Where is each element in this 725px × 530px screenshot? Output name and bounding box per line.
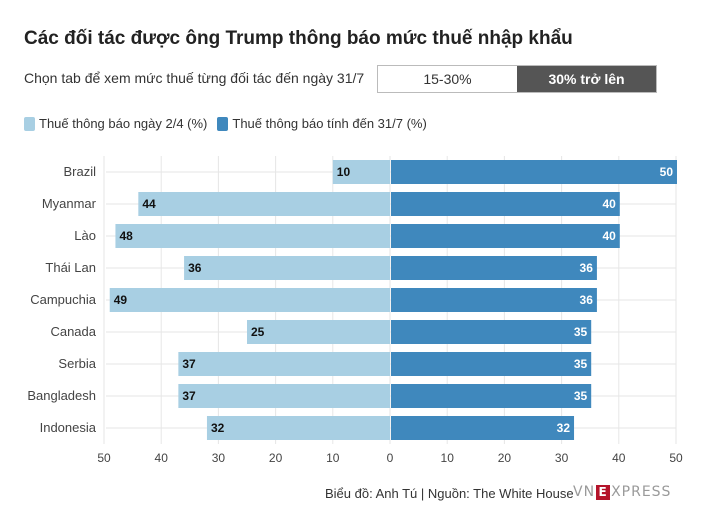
x-tick-label: 40 [155, 451, 169, 465]
x-tick-label: 40 [612, 451, 626, 465]
bar-april [184, 256, 390, 280]
bar-july [391, 352, 592, 376]
x-tick-label: 20 [498, 451, 512, 465]
value-label-july: 35 [574, 389, 588, 403]
bar-april [247, 320, 390, 344]
x-tick-label: 0 [387, 451, 394, 465]
vnexpress-logo: VN E XPRESS [573, 484, 671, 500]
category-label: Indonesia [40, 420, 97, 435]
bar-july [391, 224, 620, 248]
legend-label-april: Thuế thông báo ngày 2/4 (%) [39, 116, 208, 131]
x-tick-label: 30 [555, 451, 569, 465]
category-label: Bangladesh [27, 388, 96, 403]
category-label: Serbia [58, 356, 96, 371]
bar-april [178, 352, 390, 376]
value-label-july: 36 [580, 261, 594, 275]
tab-15-30[interactable]: 15-30% [378, 66, 517, 92]
bar-july [391, 256, 597, 280]
x-tick-label: 50 [669, 451, 683, 465]
category-label: Lào [74, 228, 96, 243]
x-tick-label: 10 [326, 451, 340, 465]
tab-group: 15-30% 30% trở lên [377, 65, 657, 93]
value-label-april: 44 [142, 197, 156, 211]
value-label-july: 36 [580, 293, 594, 307]
value-label-april: 10 [337, 165, 351, 179]
value-label-april: 49 [114, 293, 128, 307]
category-label: Myanmar [42, 196, 97, 211]
page-title: Các đối tác được ông Trump thông báo mức… [24, 28, 573, 49]
x-tick-label: 30 [212, 451, 226, 465]
value-label-april: 37 [182, 357, 196, 371]
tab-30-plus[interactable]: 30% trở lên [517, 66, 656, 92]
tab-prompt: Chọn tab để xem mức thuế từng đối tác đế… [24, 70, 365, 86]
category-label: Brazil [63, 164, 96, 179]
bar-april [115, 224, 390, 248]
legend: Thuế thông báo ngày 2/4 (%) Thuế thông b… [24, 116, 437, 131]
value-label-july: 50 [660, 165, 674, 179]
value-label-july: 32 [557, 421, 571, 435]
value-label-july: 35 [574, 357, 588, 371]
bar-july [391, 320, 592, 344]
legend-swatch-july [217, 116, 229, 131]
value-label-april: 37 [182, 389, 196, 403]
value-label-july: 40 [602, 197, 616, 211]
x-tick-label: 20 [269, 451, 283, 465]
bar-july [391, 192, 620, 216]
bar-july [391, 384, 592, 408]
category-label: Campuchia [30, 292, 97, 307]
bar-july [391, 416, 575, 440]
bar-july [391, 288, 597, 312]
category-label: Canada [50, 324, 96, 339]
logo-suffix: XPRESS [611, 484, 672, 500]
value-label-july: 40 [602, 229, 616, 243]
x-tick-label: 10 [441, 451, 455, 465]
bar-april [178, 384, 390, 408]
bar-april [138, 192, 390, 216]
value-label-april: 36 [188, 261, 202, 275]
x-tick-label: 50 [97, 451, 111, 465]
legend-item-april: Thuế thông báo ngày 2/4 (%) [24, 116, 207, 131]
category-label: Thái Lan [45, 260, 96, 275]
logo-mark: E [596, 484, 611, 500]
value-label-april: 25 [251, 325, 265, 339]
value-label-april: 48 [119, 229, 133, 243]
bar-april [332, 160, 390, 184]
bar-july [391, 160, 677, 184]
value-label-july: 35 [574, 325, 588, 339]
logo-prefix: VN [573, 484, 596, 500]
legend-item-july: Thuế thông báo tính đến 31/7 (%) [217, 116, 427, 131]
bar-april [206, 416, 390, 440]
value-label-april: 32 [211, 421, 225, 435]
bar-april [109, 288, 390, 312]
legend-label-july: Thuế thông báo tính đến 31/7 (%) [232, 116, 427, 131]
legend-swatch-april [24, 116, 35, 131]
source-note: Biểu đồ: Anh Tú | Nguồn: The White House [325, 486, 574, 501]
